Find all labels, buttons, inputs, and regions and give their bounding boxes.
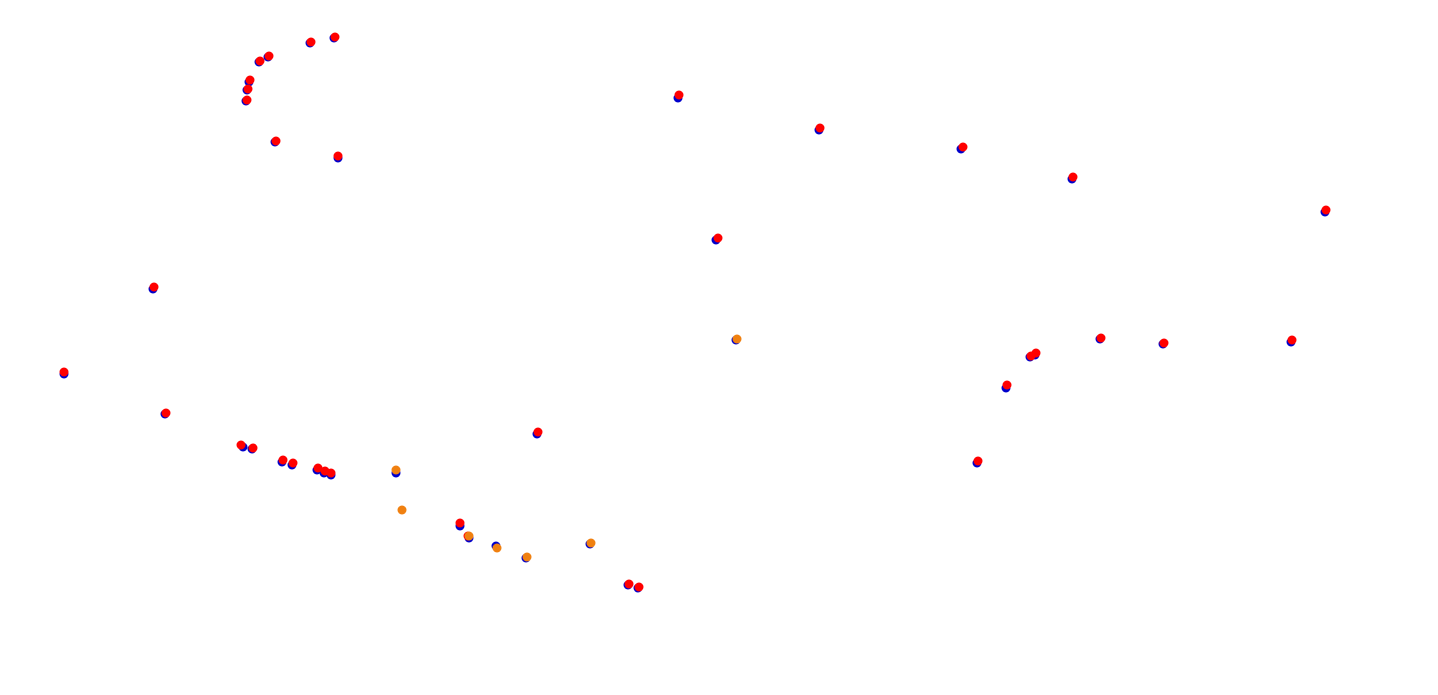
point — [492, 543, 502, 553]
point — [397, 505, 407, 515]
point — [236, 440, 246, 450]
point — [313, 463, 323, 473]
point — [330, 32, 340, 42]
point — [1159, 338, 1169, 348]
point — [815, 123, 825, 133]
point — [149, 282, 159, 292]
point — [59, 367, 69, 377]
point — [455, 518, 465, 528]
point — [242, 95, 252, 105]
point — [288, 458, 298, 468]
point — [306, 37, 316, 47]
point — [1068, 172, 1078, 182]
point — [333, 151, 343, 161]
point — [1096, 333, 1106, 343]
point — [522, 552, 532, 562]
point — [1321, 205, 1331, 215]
point — [243, 84, 253, 94]
point — [586, 538, 596, 548]
point — [533, 427, 543, 437]
point — [634, 582, 644, 592]
point — [1287, 335, 1297, 345]
point — [1026, 351, 1036, 361]
point — [973, 456, 983, 466]
point — [958, 142, 968, 152]
point — [1002, 380, 1012, 390]
point — [255, 56, 265, 66]
point — [326, 468, 336, 478]
point — [713, 233, 723, 243]
point — [245, 75, 255, 85]
point — [161, 408, 171, 418]
point — [278, 455, 288, 465]
point — [248, 443, 258, 453]
point — [732, 334, 742, 344]
point — [674, 90, 684, 100]
point — [264, 51, 274, 61]
point — [391, 465, 401, 475]
point — [464, 531, 474, 541]
point — [624, 579, 634, 589]
point — [271, 136, 281, 146]
